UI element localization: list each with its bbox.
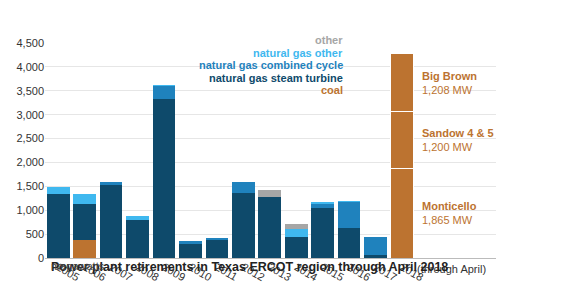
svg-text:4,000: 4,000 xyxy=(16,61,44,73)
svg-text:(through April): (through April) xyxy=(417,263,486,275)
svg-text:2016: 2016 xyxy=(345,261,372,284)
svg-text:Power plant retirements in Tex: Power plant retirements in Texas ERCOT r… xyxy=(51,260,448,274)
svg-text:2011: 2011 xyxy=(213,261,239,283)
svg-text:3,500: 3,500 xyxy=(16,85,44,97)
svg-text:4,500: 4,500 xyxy=(16,37,44,49)
svg-text:megawatts: megawatts xyxy=(51,260,105,272)
svg-text:500: 500 xyxy=(26,228,44,240)
svg-text:2,500: 2,500 xyxy=(16,132,44,144)
svg-text:2006: 2006 xyxy=(81,261,108,284)
svg-text:2005: 2005 xyxy=(54,261,81,284)
svg-text:0: 0 xyxy=(38,252,44,264)
svg-text:2013: 2013 xyxy=(266,261,293,284)
svg-text:3,000: 3,000 xyxy=(16,109,44,121)
svg-text:2009: 2009 xyxy=(160,261,187,284)
svg-text:coal: coal xyxy=(321,84,343,96)
svg-text:Monticello1,865 MW: Monticello1,865 MW xyxy=(422,200,477,226)
svg-text:1,500: 1,500 xyxy=(16,180,44,192)
svg-text:Big Brown1,208 MW: Big Brown1,208 MW xyxy=(422,70,477,96)
svg-text:2018: 2018 xyxy=(398,261,425,284)
svg-text:2017: 2017 xyxy=(372,261,399,284)
svg-text:1,000: 1,000 xyxy=(16,204,44,216)
svg-text:natural gas other: natural gas other xyxy=(253,47,343,59)
svg-text:2012: 2012 xyxy=(240,261,267,284)
svg-text:natural gas combined cycle: natural gas combined cycle xyxy=(199,59,343,71)
svg-text:2014: 2014 xyxy=(292,261,319,284)
svg-text:2015: 2015 xyxy=(319,261,346,284)
svg-text:2008: 2008 xyxy=(134,261,161,284)
svg-text:2010: 2010 xyxy=(187,261,214,284)
svg-text:2,000: 2,000 xyxy=(16,156,44,168)
svg-text:Sandow 4 & 51,200 MW: Sandow 4 & 51,200 MW xyxy=(422,127,494,153)
svg-text:natural gas steam turbine: natural gas steam turbine xyxy=(209,72,343,84)
svg-text:other: other xyxy=(315,34,343,46)
svg-text:2007: 2007 xyxy=(107,261,134,284)
